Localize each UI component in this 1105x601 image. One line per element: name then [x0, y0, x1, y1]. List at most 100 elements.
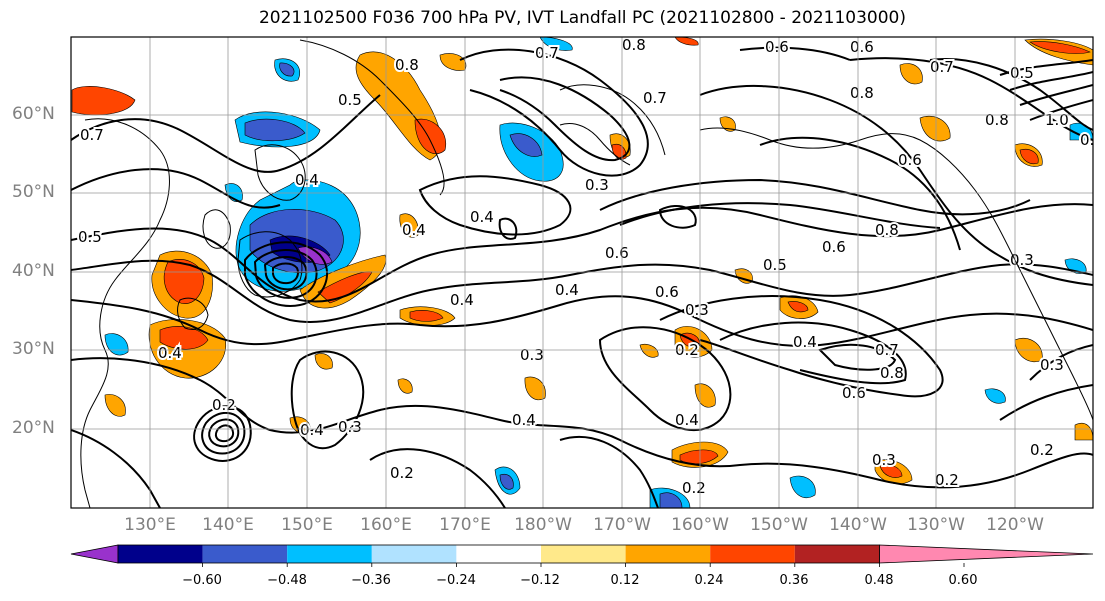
contour-label: 0.3: [520, 346, 544, 364]
anomaly-patch: [639, 343, 659, 358]
colorbar-tick-label: 0.12: [610, 573, 640, 588]
anomaly-patch: [674, 37, 699, 46]
contour-label: 0.2: [390, 464, 414, 482]
anomaly-patch: [899, 63, 923, 85]
contour-label: 0.5: [338, 91, 362, 109]
anomaly-patch: [104, 394, 126, 417]
contour-label: 0.8: [880, 364, 904, 382]
contour-line: [999, 384, 1093, 421]
colorbar-tick-label: −0.48: [267, 573, 307, 588]
contour-label: 0.4: [300, 421, 324, 439]
contour-label: 0.6: [655, 283, 679, 301]
contour-line: [1009, 71, 1093, 91]
anomaly-patch: [159, 326, 209, 350]
coastline: [177, 297, 209, 330]
map-title: 2021102500 F036 700 hPa PV, IVT Landfall…: [258, 8, 906, 28]
colorbar-segment: [541, 545, 626, 563]
colorbar-segment: [371, 545, 457, 563]
anomaly-patch: [509, 133, 543, 157]
contour-line: [619, 202, 941, 229]
coastline: [559, 84, 666, 156]
lat-label: 60°N: [12, 104, 55, 124]
contour-label: 0.3: [685, 301, 709, 319]
contour-line: [559, 435, 659, 508]
shading-layer: [71, 37, 1093, 508]
contour-line: [290, 350, 365, 450]
coastline: [254, 144, 306, 201]
graticule: [71, 37, 1093, 508]
contour-line: [253, 249, 318, 299]
contour-label: 0.2: [1030, 441, 1054, 459]
contour-label: 0.2: [212, 396, 236, 414]
contour-line: [929, 58, 1093, 131]
contour-label: 0.8: [875, 221, 899, 239]
contour-line: [699, 84, 1093, 286]
contour-label: 0.4: [470, 208, 494, 226]
lon-label: 130°W: [907, 515, 965, 535]
anomaly-patch: [787, 301, 809, 313]
contour-line: [214, 424, 235, 443]
coastline-layer: [71, 37, 1093, 508]
anomaly-patch: [399, 213, 419, 238]
contour-line: [658, 205, 697, 229]
contour-label: 0.4: [675, 411, 699, 429]
colorbar-tick-label: 0.36: [779, 573, 809, 588]
contour-label: 1.0: [1045, 111, 1069, 129]
lat-label: 20°N: [12, 418, 55, 438]
anomaly-patch: [789, 475, 816, 498]
contour-line: [739, 46, 851, 61]
anomaly-patch: [539, 37, 573, 51]
contour-line: [263, 256, 308, 291]
contour-line: [71, 168, 281, 209]
contour-label: 0.8: [622, 36, 646, 54]
anomaly-patch: [71, 86, 136, 116]
contour-label: 0.8: [985, 111, 1009, 129]
colorbar-segment: [794, 545, 880, 563]
lon-label: 160°W: [671, 515, 729, 535]
anomaly-patch: [879, 464, 903, 478]
coastline: [202, 209, 231, 249]
anomaly-patch: [397, 378, 413, 394]
contour-line: [1029, 99, 1093, 121]
colorbar-segment: [118, 545, 203, 563]
contour-line: [498, 217, 518, 240]
lon-label: 120°W: [986, 515, 1044, 535]
lon-label: 140°W: [829, 515, 887, 535]
contour-label: 0.7: [535, 44, 559, 62]
colorbar-segment: [625, 545, 711, 563]
contour-label: 0.4: [158, 344, 182, 362]
contour-label: 0.4: [450, 291, 474, 309]
contour-line: [598, 326, 732, 432]
colorbar-segment: [710, 545, 795, 563]
anomaly-patch: [279, 62, 295, 77]
anomaly-patch: [499, 473, 514, 490]
lat-label: 50°N: [12, 182, 55, 202]
coastline: [80, 118, 170, 508]
coastline: [299, 39, 445, 196]
contour-line: [71, 94, 381, 173]
anomaly-patch: [409, 310, 444, 322]
contour-label: 0.5: [763, 256, 787, 274]
anomaly-patch: [919, 116, 951, 142]
colorbar-tick-label: 0.24: [694, 573, 724, 588]
contour-label: 0.7: [643, 89, 667, 107]
contour-line: [759, 136, 961, 251]
contour-label: 0.3: [872, 451, 896, 469]
colorbar-segment: [287, 545, 372, 563]
contour-line: [1029, 344, 1093, 381]
contour-line: [999, 59, 1093, 76]
contour-label: 0.5: [78, 228, 102, 246]
coastline: [559, 123, 631, 166]
coastline: [699, 127, 1093, 421]
colorbar-frame: [117, 544, 880, 564]
contour-label: 0.4: [402, 221, 426, 239]
anomaly-patch: [659, 492, 683, 508]
contour-line: [599, 178, 1031, 216]
contour-label: 0.4: [512, 411, 536, 429]
lon-label: 160°E: [360, 515, 412, 535]
anomaly-patch: [314, 353, 333, 370]
colorbar-tick-label: −0.24: [436, 573, 476, 588]
contour-line: [369, 448, 506, 508]
